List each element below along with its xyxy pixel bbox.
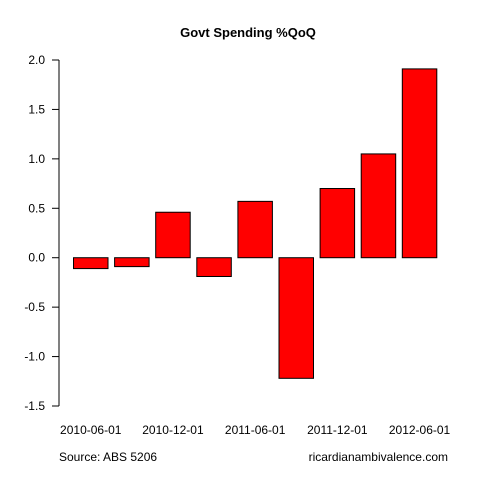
bar-2012-03-01	[360, 153, 397, 259]
bar-2011-06-01	[237, 200, 273, 259]
x-axis-labels: 2010-06-01 2010-12-01 2011-06-01 2011-12-01…	[60, 423, 451, 437]
bar-2011-09-01	[278, 257, 314, 379]
y-tick-label: 2.0	[28, 53, 45, 67]
x-tick-label: 2010-06-01	[60, 423, 122, 437]
x-tick-label: 2011-06-01	[225, 423, 286, 437]
source-note: Source: ABS 5206	[59, 450, 157, 464]
y-tick-label: 1.0	[28, 152, 45, 166]
bar-2010-09-01	[114, 257, 150, 268]
y-tick-label: -1.5	[24, 399, 45, 413]
y-axis: -1.5 -1.0 -0.5 0.0 0.5 1.0 1.5 2.0	[24, 53, 60, 413]
y-tick-label: 0.0	[28, 251, 45, 265]
bar-2012-06-01	[401, 68, 438, 259]
x-tick-label: 2012-06-01	[389, 423, 451, 437]
y-tick-label: 1.5	[28, 102, 45, 116]
site-credit: ricardianambivalence.com	[309, 450, 448, 464]
bar-2010-06-01	[73, 257, 109, 270]
bars	[73, 68, 438, 379]
bar-2011-12-01	[319, 188, 356, 259]
y-tick-label: -0.5	[24, 300, 45, 314]
y-tick-label: -1.0	[24, 350, 45, 364]
bar-2010-12-01	[155, 211, 191, 259]
bar-2011-03-01	[196, 257, 232, 277]
x-tick-label: 2011-12-01	[307, 423, 368, 437]
chart-title: Govt Spending %QoQ	[180, 25, 316, 40]
x-tick-label: 2010-12-01	[142, 423, 204, 437]
y-tick-label: 0.5	[28, 201, 45, 215]
